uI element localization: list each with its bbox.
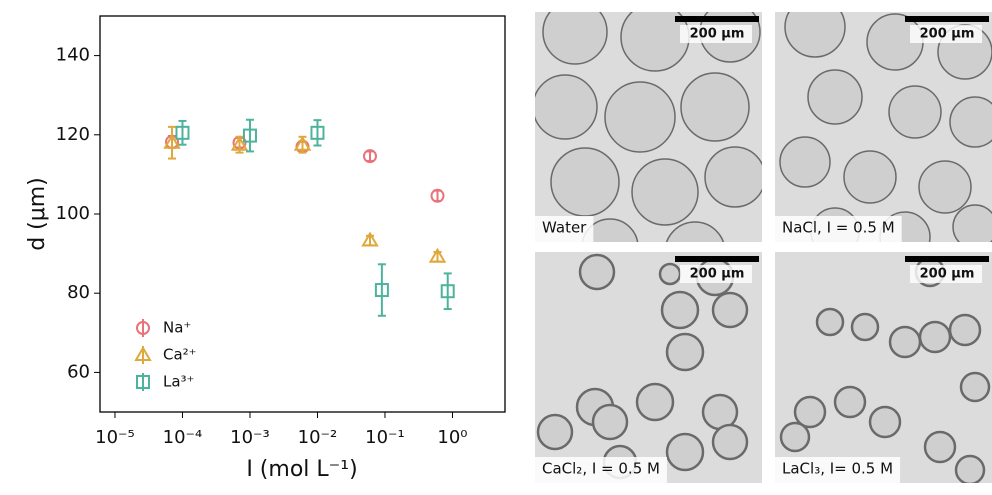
droplet (550, 147, 620, 217)
micrograph: 200 μm Water (535, 12, 762, 242)
caption-bg (535, 457, 667, 483)
legend-label: La³⁺ (163, 373, 194, 391)
scale-bg (680, 265, 752, 283)
marker (230, 135, 249, 151)
micrograph: 200 μm NaCl, I = 0.5 M (775, 12, 992, 242)
x-tick-label: 10⁻² (298, 427, 338, 448)
droplet (959, 371, 991, 403)
droplet (923, 430, 957, 464)
scale-bar (675, 256, 759, 262)
marker (163, 133, 181, 149)
y-tick-label: 120 (56, 124, 90, 145)
droplet (665, 332, 705, 372)
droplet (888, 85, 942, 139)
caption-bg (775, 216, 902, 242)
marker (310, 125, 325, 140)
droplet (815, 307, 845, 337)
legend-label: Ca²⁺ (163, 346, 197, 364)
scale-label: 200 μm (920, 27, 975, 42)
droplet (954, 454, 986, 483)
droplet (704, 146, 762, 208)
scale-bar (905, 16, 989, 22)
droplet (711, 291, 749, 329)
droplet (604, 81, 676, 153)
droplet (536, 413, 574, 451)
droplet (833, 385, 867, 419)
droplet (635, 382, 675, 422)
marker (363, 149, 377, 164)
marker (430, 188, 445, 203)
x-tick-label: 10⁰ (437, 427, 467, 448)
droplet (784, 12, 846, 58)
scale-label: 200 μm (920, 267, 975, 282)
x-tick-label: 10⁻⁴ (163, 427, 203, 448)
droplet (658, 262, 682, 286)
micrograph: 200 μm LaCl₃, I= 0.5 M (775, 252, 992, 483)
droplet (779, 421, 811, 453)
marker (428, 247, 447, 263)
droplet (665, 221, 725, 242)
droplet (949, 96, 992, 148)
x-axis-label: I (mol L⁻¹) (246, 457, 357, 482)
caption: Water (542, 219, 587, 237)
droplet (680, 72, 750, 142)
droplet (948, 313, 982, 347)
droplet (918, 320, 952, 354)
droplet (868, 405, 902, 439)
y-tick-label: 100 (56, 203, 90, 224)
plot-frame (99, 15, 506, 413)
droplet (631, 158, 699, 226)
caption: NaCl, I = 0.5 M (782, 219, 895, 237)
legend-marker (136, 321, 150, 335)
x-tick-label: 10⁻³ (230, 427, 270, 448)
caption-bg (535, 216, 594, 242)
droplet (578, 253, 616, 291)
marker (242, 128, 257, 143)
droplet (850, 312, 880, 342)
y-tick-label: 60 (67, 361, 90, 382)
scale-label: 200 μm (690, 27, 745, 42)
micrograph-bg (775, 252, 992, 483)
droplet (952, 204, 992, 242)
marker (361, 231, 379, 247)
marker (374, 283, 389, 298)
droplet (660, 290, 700, 330)
droplet (591, 403, 629, 441)
droplet (779, 136, 831, 188)
scale-label: 200 μm (690, 267, 745, 282)
y-tick-label: 80 (67, 282, 90, 303)
caption: LaCl₃, I= 0.5 M (782, 460, 893, 478)
marker (293, 135, 312, 151)
droplet (918, 160, 972, 214)
scale-bg (910, 25, 982, 43)
scale-bg (680, 25, 752, 43)
micrograph: 200 μm CaCl₂, I = 0.5 M (535, 252, 762, 483)
x-tick-label: 10⁻⁵ (95, 427, 135, 448)
droplet (711, 423, 749, 461)
droplet (888, 325, 922, 359)
droplet (843, 150, 897, 204)
legend-marker (134, 346, 152, 361)
scale-bg (910, 265, 982, 283)
droplet (665, 432, 705, 472)
caption-bg (775, 457, 901, 483)
x-tick-label: 10⁻¹ (365, 427, 405, 448)
scale-bar (675, 16, 759, 22)
droplet (807, 69, 863, 125)
caption: CaCl₂, I = 0.5 M (542, 460, 660, 478)
legend-marker (136, 375, 150, 389)
marker (175, 125, 190, 140)
y-axis-label: d (μm) (25, 177, 50, 251)
droplet (581, 218, 639, 242)
droplet (793, 395, 827, 429)
scale-bar (905, 256, 989, 262)
marker (440, 284, 455, 299)
legend-label: Na⁺ (163, 319, 191, 337)
droplet (535, 74, 598, 140)
droplet (620, 12, 690, 72)
y-tick-label: 140 (56, 45, 90, 66)
droplet (542, 12, 608, 65)
